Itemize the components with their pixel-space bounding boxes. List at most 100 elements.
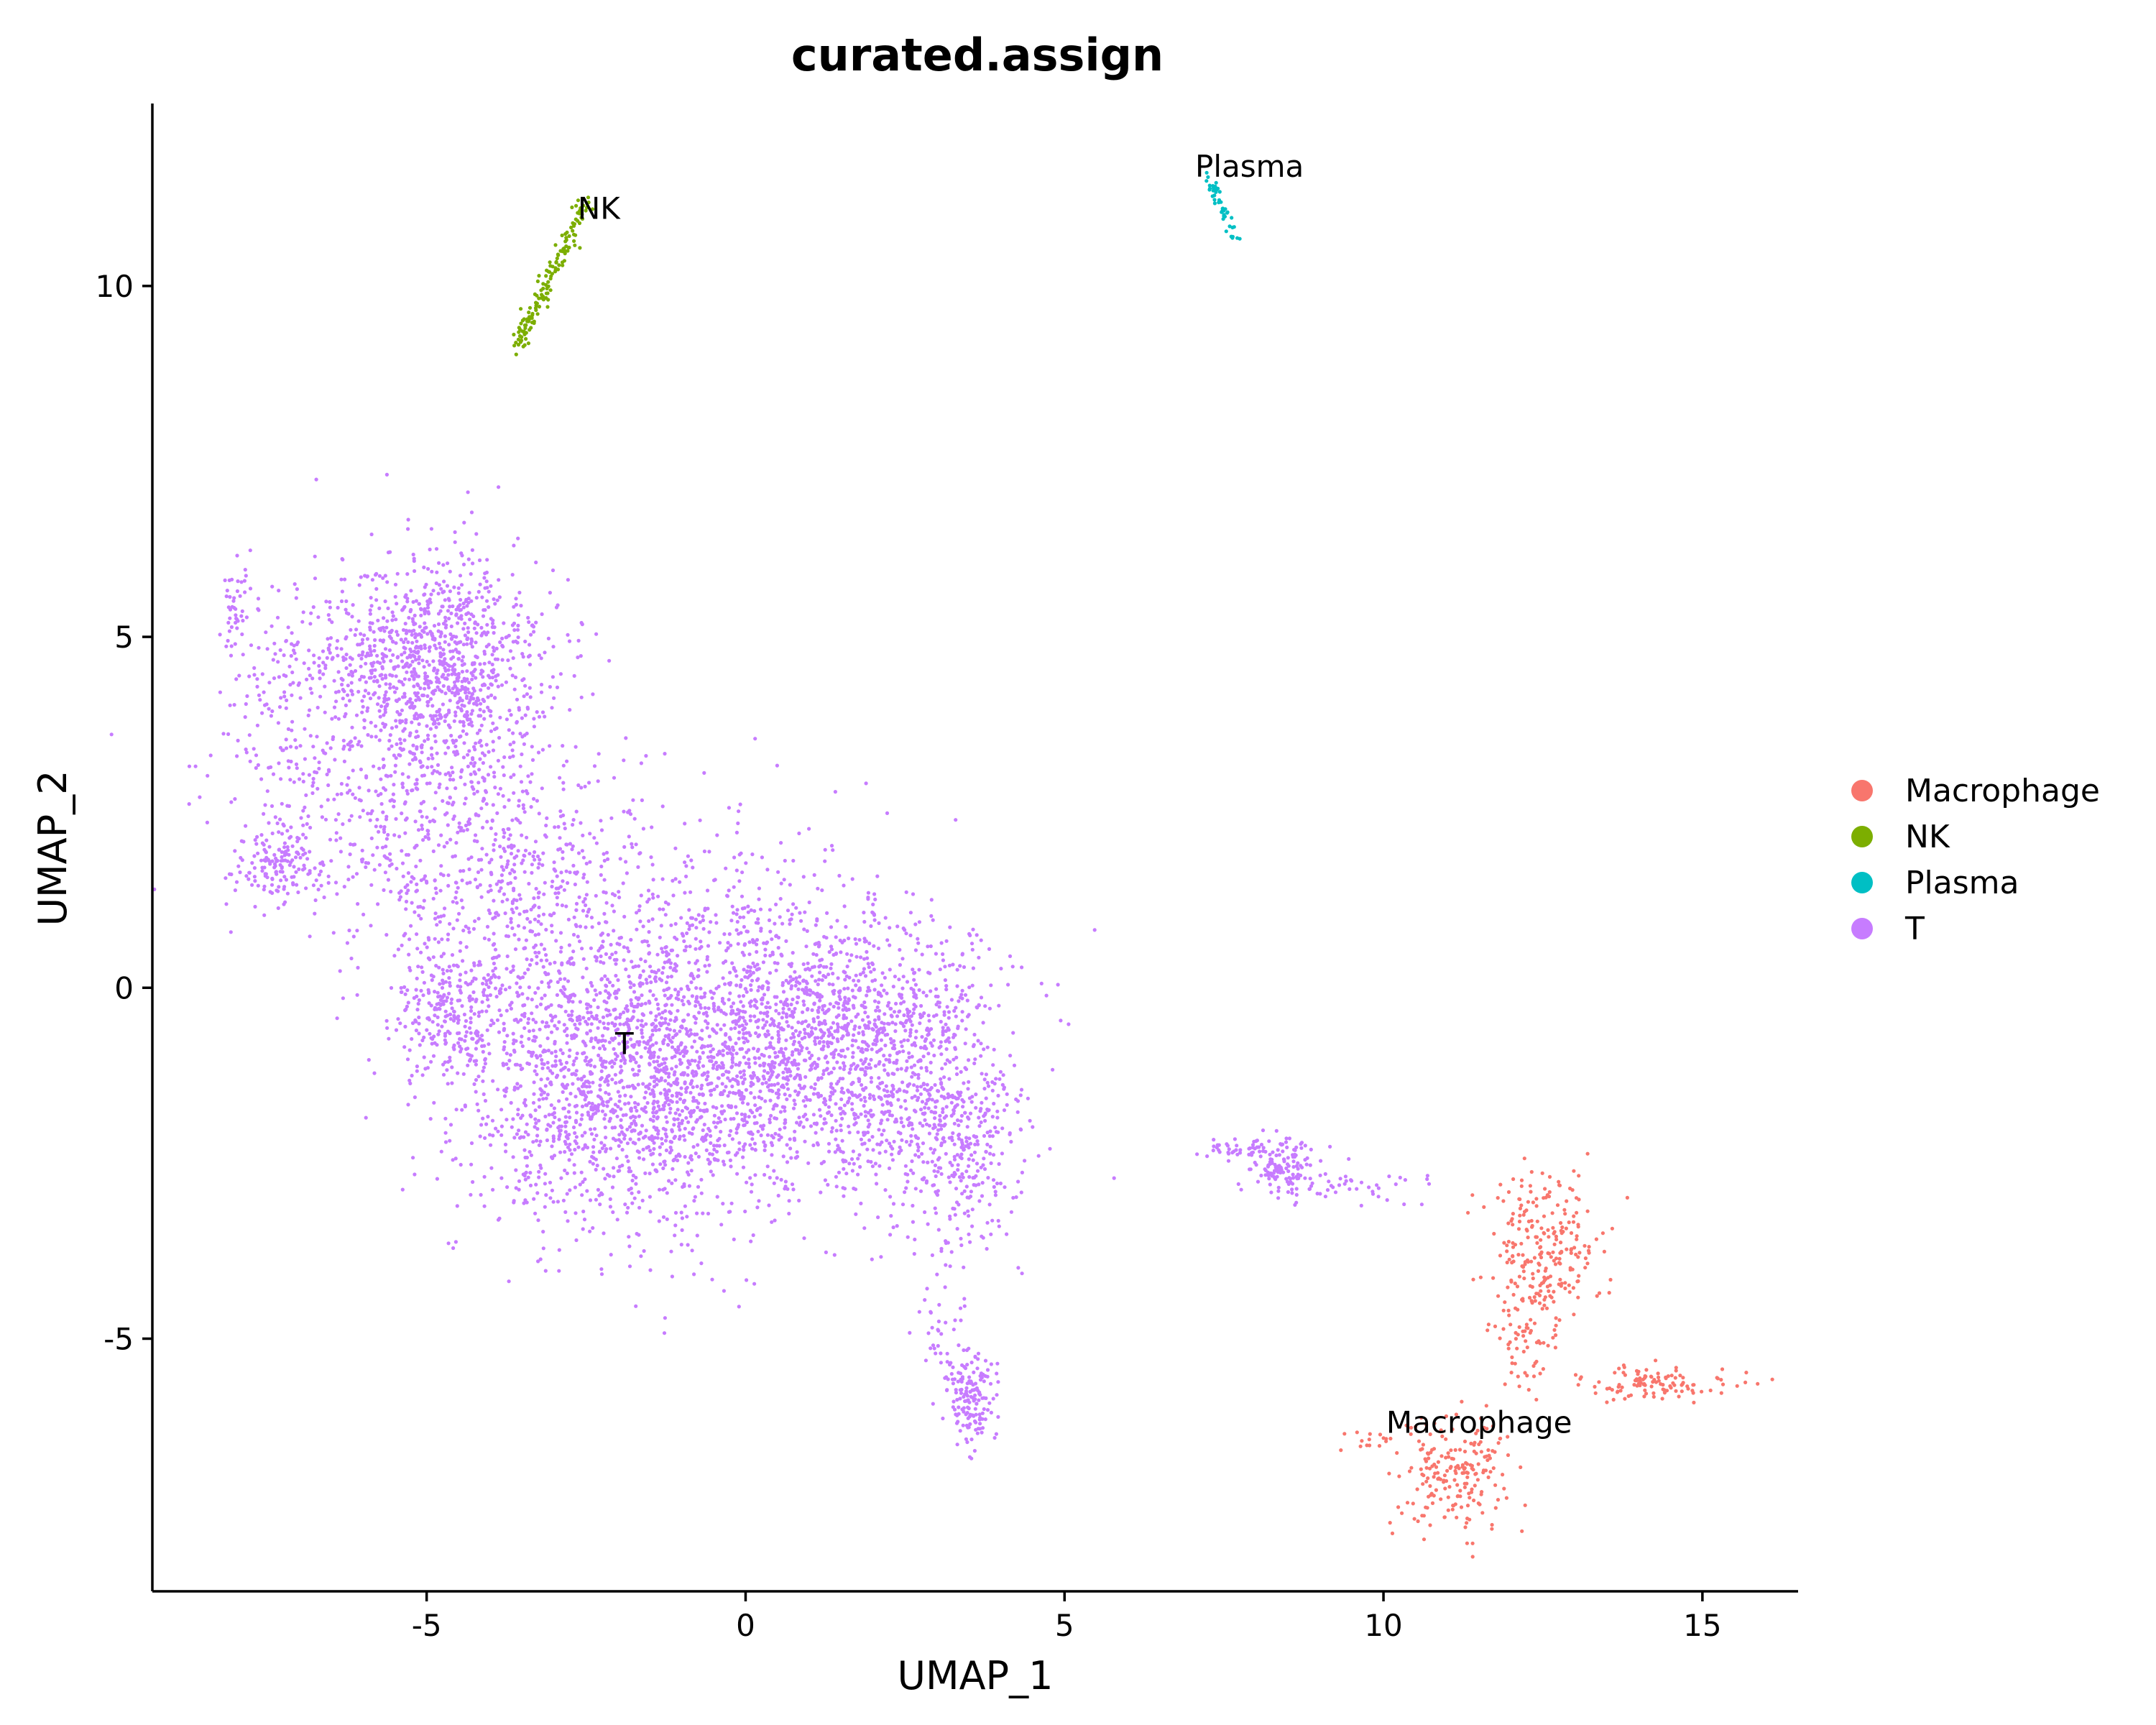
data-point: [658, 1068, 663, 1072]
data-point: [1390, 1531, 1395, 1535]
data-point: [665, 1120, 669, 1124]
data-point: [425, 733, 430, 737]
data-point: [682, 1182, 686, 1187]
data-point: [477, 728, 482, 732]
data-point: [566, 880, 570, 886]
data-point: [427, 1018, 432, 1022]
data-point: [402, 677, 407, 681]
data-point: [1504, 1496, 1508, 1500]
data-point: [663, 1159, 667, 1164]
data-point: [537, 811, 541, 816]
data-point: [481, 825, 485, 830]
data-point: [609, 1097, 613, 1101]
data-point: [1422, 1537, 1427, 1542]
data-point: [639, 1254, 643, 1259]
data-point: [474, 1046, 479, 1051]
data-point: [1210, 194, 1215, 198]
data-points: [109, 170, 1774, 1559]
data-point: [574, 1110, 579, 1115]
data-point: [752, 1115, 757, 1119]
data-point: [511, 964, 515, 969]
data-point: [423, 643, 427, 648]
data-point: [526, 1175, 530, 1179]
data-point: [289, 860, 293, 865]
data-point: [408, 731, 413, 735]
data-point: [344, 653, 349, 657]
data-point: [510, 573, 515, 577]
data-point: [1473, 1484, 1477, 1488]
data-point: [400, 990, 404, 994]
data-point: [1585, 1209, 1590, 1213]
data-point: [490, 653, 494, 657]
data-point: [271, 772, 276, 776]
data-point: [554, 1054, 558, 1059]
data-point: [239, 580, 244, 584]
data-point: [667, 1033, 671, 1037]
data-point: [448, 725, 452, 730]
data-point: [1367, 1438, 1371, 1442]
data-point: [389, 658, 393, 663]
data-point: [259, 777, 264, 781]
data-point: [452, 585, 456, 589]
data-point: [571, 818, 576, 822]
data-point: [451, 1246, 456, 1251]
data-point: [431, 589, 436, 593]
data-point: [525, 707, 530, 711]
data-point: [519, 321, 523, 326]
data-point: [478, 757, 482, 761]
data-point: [282, 690, 287, 694]
data-point: [552, 911, 556, 916]
data-point: [698, 818, 702, 822]
data-point: [407, 762, 412, 766]
data-point: [711, 991, 717, 995]
data-point: [390, 726, 395, 730]
data-point: [464, 597, 469, 602]
data-point: [438, 920, 442, 924]
data-point: [286, 625, 290, 630]
data-point: [599, 1267, 604, 1271]
data-point: [522, 909, 527, 914]
data-point: [773, 1131, 778, 1136]
data-point: [443, 906, 447, 911]
data-point: [688, 1062, 692, 1067]
data-point: [561, 850, 565, 854]
data-point: [333, 758, 337, 762]
data-point: [1572, 1169, 1576, 1173]
data-point: [435, 570, 439, 574]
data-point: [325, 656, 329, 661]
data-point: [550, 568, 556, 573]
data-point: [512, 1200, 516, 1205]
data-point: [520, 339, 524, 343]
data-point: [400, 781, 405, 786]
data-point: [1496, 1196, 1500, 1200]
data-point: [417, 1031, 421, 1036]
data-point: [237, 673, 241, 678]
data-point: [617, 1133, 622, 1137]
data-point: [624, 736, 628, 740]
data-point: [539, 682, 544, 687]
data-point: [392, 666, 396, 670]
data-point: [402, 738, 407, 742]
data-point: [573, 233, 578, 237]
data-point: [640, 1031, 644, 1035]
data-point: [559, 945, 563, 949]
data-point: [419, 613, 423, 617]
data-point: [489, 709, 493, 714]
data-point: [543, 650, 547, 655]
data-point: [1613, 1371, 1617, 1375]
data-point: [602, 911, 607, 916]
data-point: [474, 1062, 479, 1067]
data-point: [423, 585, 427, 589]
data-point: [392, 804, 396, 809]
data-point: [621, 1054, 625, 1059]
data-point: [576, 783, 581, 788]
data-point: [554, 886, 558, 891]
data-point: [282, 841, 287, 845]
data-point: [233, 797, 237, 801]
data-point: [420, 629, 425, 633]
data-point: [628, 1059, 633, 1063]
data-point: [664, 1115, 668, 1119]
data-point: [551, 1139, 556, 1144]
data-point: [560, 962, 564, 967]
data-point: [433, 911, 438, 916]
